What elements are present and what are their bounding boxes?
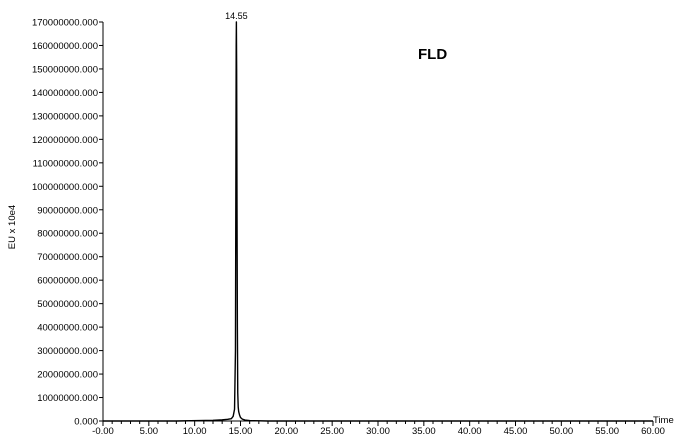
x-tick-label: 40.00 — [458, 426, 482, 436]
x-tick-label: 20.00 — [274, 426, 298, 436]
peak-label: 14.55 — [225, 11, 248, 21]
y-tick-label: 70000000.000 — [37, 252, 98, 263]
series-layer — [103, 21, 653, 422]
chromatogram-trace — [103, 21, 653, 422]
x-axis-title: Time — [653, 415, 674, 426]
y-tick-label: 20000000.000 — [37, 370, 98, 381]
y-axis-title: EU x 10e4 — [7, 205, 18, 249]
y-tick-label: 30000000.000 — [37, 346, 98, 357]
x-tick-label: 5.00 — [140, 426, 159, 436]
x-tick-label: 45.00 — [504, 426, 528, 436]
y-tick-label: 160000000.000 — [32, 41, 98, 52]
y-tick-label: 110000000.000 — [33, 158, 98, 169]
x-tick-label: 30.00 — [366, 426, 390, 436]
x-tick-label: 50.00 — [549, 426, 573, 436]
detector-label: FLD — [418, 46, 447, 63]
x-axis-ticks: -0.00 5.00 10.00 15.00 20.00 25.00 30.00 35.00 4… — [92, 421, 665, 436]
y-tick-label: 60000000.000 — [37, 276, 98, 287]
x-tick-label: 60.00 — [641, 426, 665, 436]
x-tick-label: 15.00 — [229, 426, 253, 436]
y-tick-label: 140000000.000 — [32, 88, 98, 99]
x-tick-label: 25.00 — [320, 426, 344, 436]
y-tick-label: 50000000.000 — [37, 299, 98, 310]
y-tick-label: 40000000.000 — [37, 323, 98, 334]
y-tick-label: 90000000.000 — [37, 205, 98, 216]
y-tick-label: 150000000.000 — [32, 64, 98, 75]
peak-labels: 14.55 — [225, 11, 248, 21]
x-tick-label: 55.00 — [595, 426, 619, 436]
y-tick-label: 80000000.000 — [37, 229, 98, 240]
x-tick-label: 35.00 — [412, 426, 436, 436]
y-tick-label: 170000000.000 — [32, 18, 98, 29]
y-tick-label: 0.000 — [74, 417, 98, 428]
y-tick-label: 130000000.000 — [32, 111, 98, 122]
x-tick-label: 10.00 — [183, 426, 207, 436]
y-axis-ticks: 0.000 10000000.000 20000000.000 30000000.00… — [32, 18, 103, 428]
y-tick-label: 120000000.000 — [32, 135, 98, 146]
y-tick-label: 10000000.000 — [37, 393, 98, 404]
y-tick-label: 100000000.000 — [32, 182, 98, 193]
x-tick-label: -0.00 — [92, 426, 114, 436]
